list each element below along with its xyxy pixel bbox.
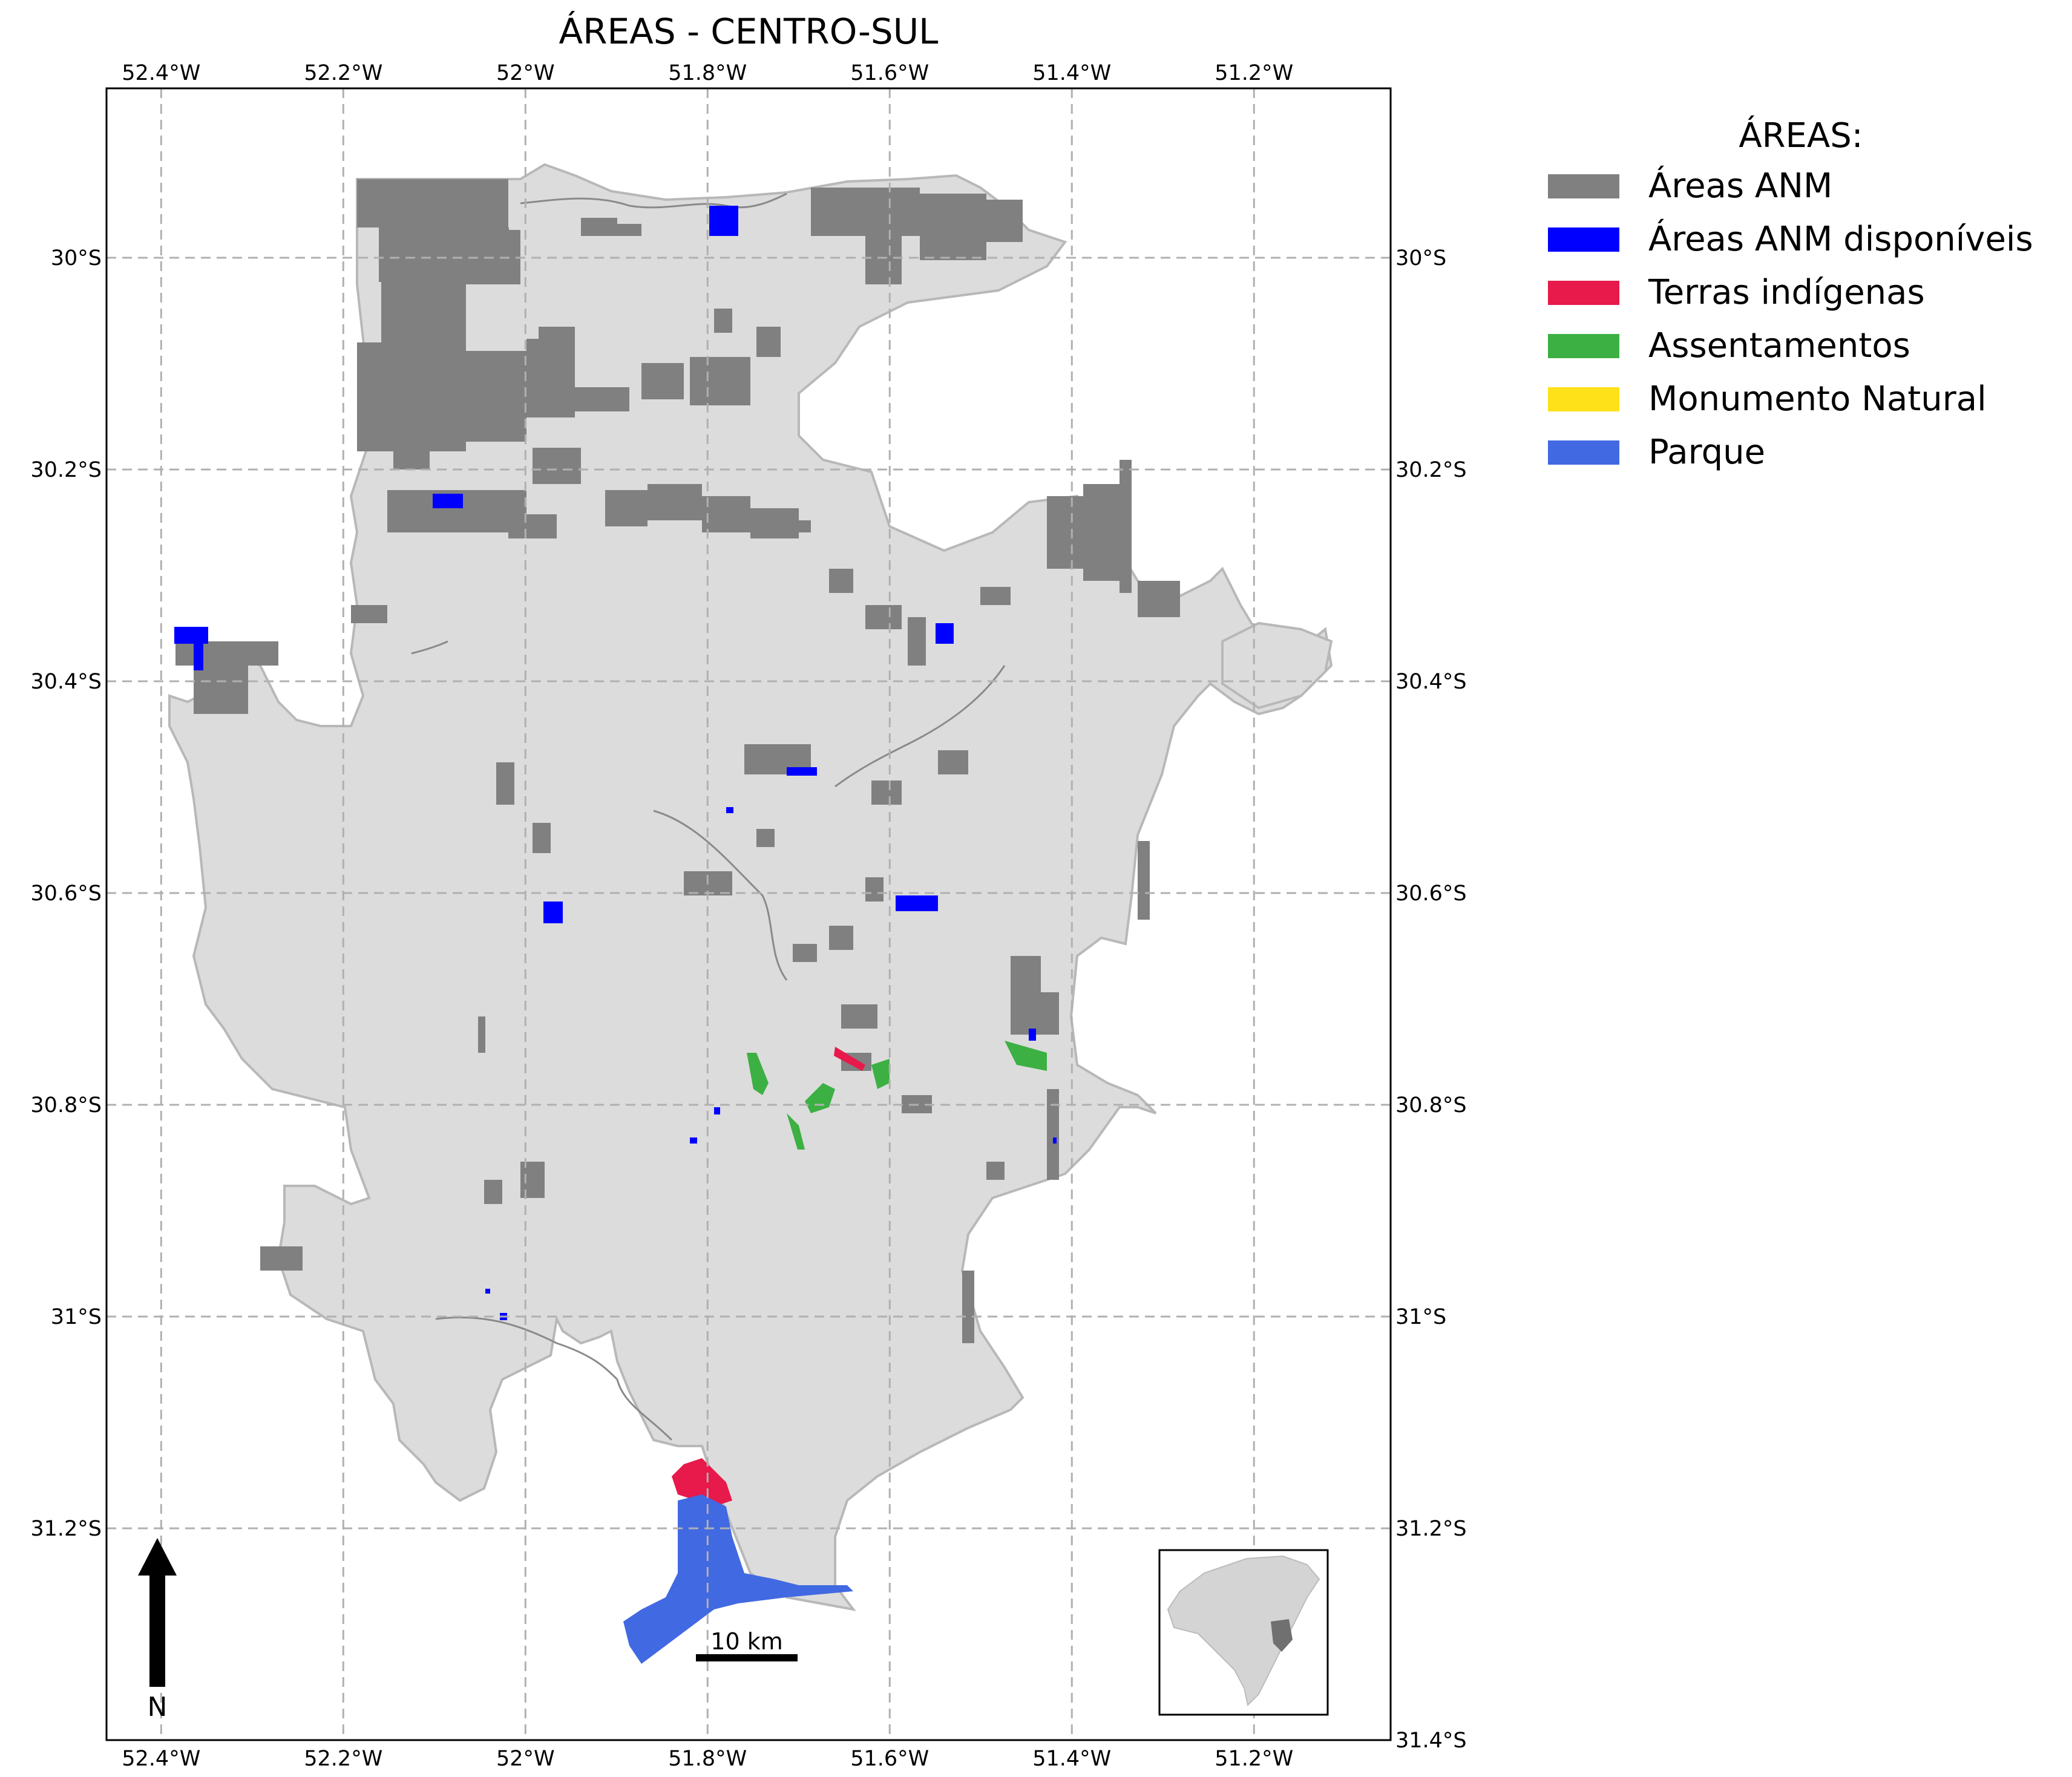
legend-swatch (1548, 334, 1619, 358)
legend-swatch (1548, 174, 1619, 198)
longitude-tick-label-top: 51.6°W (850, 61, 929, 85)
map-title: ÁREAS - CENTRO-SUL (559, 10, 939, 52)
inset-locator-map (1158, 1549, 1329, 1716)
north-label: N (148, 1692, 168, 1723)
latitude-tick-label-left: 30.4°S (30, 670, 102, 694)
longitude-tick-label-bottom: 52°W (496, 1747, 555, 1771)
longitude-tick-label-bottom: 52.4°W (122, 1747, 200, 1771)
legend-label: Assentamentos (1648, 326, 1910, 365)
rio-grande-do-sul-locator-map-icon (1167, 1555, 1320, 1707)
longitude-tick-label-top: 51.8°W (668, 61, 747, 85)
latitude-tick-label-right: 31.2°S (1395, 1517, 1467, 1541)
scale-bar-label: 10 km (710, 1628, 782, 1655)
inset-highlight-region (1271, 1619, 1293, 1652)
latitude-tick-label-right: 30.8°S (1395, 1093, 1467, 1118)
scale-bar-line (696, 1654, 798, 1661)
longitude-labels-top: 52.4°W 52.2°W 52°W 51.8°W 51.6°W 51.4°W 51.2°W (122, 61, 1293, 85)
latitude-tick-label-left: 30.8°S (30, 1093, 102, 1118)
longitude-labels-bottom: 52.4°W 52.2°W 52°W 51.8°W 51.6°W 51.4°W 51.2°W (122, 1747, 1293, 1771)
longitude-tick-label-top: 51.2°W (1215, 61, 1293, 85)
indigenous-lands-layer (672, 1047, 865, 1507)
north-arrow-icon (138, 1538, 177, 1576)
latitude-tick-label-left: 30°S (51, 246, 102, 270)
latitude-tick-label-right: 31°S (1395, 1305, 1446, 1329)
legend-label: Monumento Natural (1648, 379, 1987, 419)
map-frame (105, 87, 1392, 1741)
longitude-tick-label-top: 52°W (496, 61, 555, 85)
settlements-layer (747, 1041, 1047, 1150)
legend-label: Áreas ANM disponíveis (1648, 220, 2033, 259)
legend-label: Terras indígenas (1648, 273, 1925, 312)
anm-available-layer (174, 206, 1057, 1320)
latitude-tick-label-right: 31.4°S (1395, 1729, 1467, 1753)
longitude-tick-label-bottom: 51.8°W (668, 1747, 747, 1771)
longitude-tick-label-bottom: 52.2°W (304, 1747, 382, 1771)
latitude-tick-label-right: 30°S (1395, 246, 1446, 270)
longitude-tick-label-top: 51.4°W (1032, 61, 1111, 85)
longitude-tick-label-bottom: 51.6°W (850, 1747, 929, 1771)
latitude-tick-label-right: 30.6°S (1395, 882, 1467, 906)
scale-bar: 10 km (696, 1628, 798, 1661)
longitude-tick-label-bottom: 51.4°W (1032, 1747, 1111, 1771)
legend-title: ÁREAS: (1739, 116, 1863, 155)
latitude-tick-label-left: 31°S (51, 1305, 102, 1329)
lagoon-shore (1221, 621, 1333, 710)
latitude-labels-left: 30°S 30.2°S 30.4°S 30.6°S 30.8°S 31°S 31.2°S (30, 246, 102, 1541)
longitude-tick-label-top: 52.2°W (304, 61, 382, 85)
legend-items: Áreas ANM Áreas ANM disponíveis Terras ind… (1548, 166, 2033, 472)
legend-swatch (1548, 440, 1619, 465)
legend: ÁREAS: Áreas ANM Áreas ANM disponíveis Ter… (1548, 116, 2033, 472)
latitude-tick-label-right: 30.4°S (1395, 670, 1467, 694)
latitude-labels-right: 30°S 30.2°S 30.4°S 30.6°S 30.8°S 31°S 31.2°S 31… (1395, 246, 1467, 1753)
map-panel: 52.4°W 52.2°W 52°W 51.8°W 51.6°W 51.4°W 51.2°W… (30, 61, 1466, 1771)
latitude-tick-label-left: 30.6°S (30, 882, 102, 906)
legend-swatch (1548, 281, 1619, 305)
rivers (411, 192, 1006, 1441)
north-arrow: N (138, 1538, 177, 1723)
legend-label: Áreas ANM (1648, 166, 1832, 206)
longitude-tick-label-top: 52.4°W (122, 61, 200, 85)
north-arrow-shaft (149, 1576, 165, 1687)
legend-swatch (1548, 227, 1619, 252)
longitude-tick-label-bottom: 51.2°W (1215, 1747, 1293, 1771)
latitude-tick-label-right: 30.2°S (1395, 458, 1467, 482)
latitude-tick-label-left: 30.2°S (30, 458, 102, 482)
latitude-tick-label-left: 31.2°S (30, 1517, 102, 1541)
park-layer (623, 1494, 853, 1664)
legend-label: Parque (1648, 433, 1765, 472)
legend-swatch (1548, 387, 1619, 411)
